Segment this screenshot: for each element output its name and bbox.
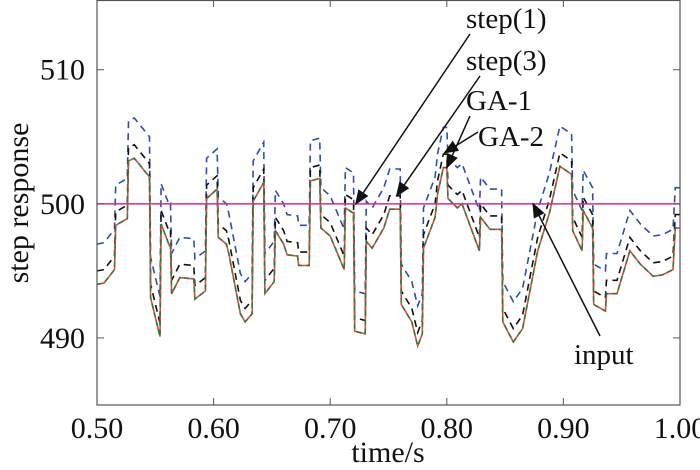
annotation-ga2: GA-2 xyxy=(478,121,544,153)
annotation-step3: step(3) xyxy=(466,45,547,77)
annotation-arrow xyxy=(446,115,471,170)
series-layer xyxy=(96,117,680,349)
x-tick-label: 0.50 xyxy=(71,412,124,445)
ticks-layer: 0.50 0.60 0.70 0.80 0.90 1.00 490 500 510 xyxy=(40,0,700,445)
x-tick-label: 0.70 xyxy=(304,412,357,445)
series-ga-2-line xyxy=(96,157,680,349)
annotation-arrow xyxy=(443,131,479,154)
x-tick-label: 0.80 xyxy=(421,412,474,445)
plot-frame xyxy=(96,0,681,406)
annotation-arrow xyxy=(532,202,601,337)
annotation-arrow xyxy=(395,75,481,198)
x-tick-label: 0.90 xyxy=(537,412,590,445)
y-tick-label: 510 xyxy=(40,54,85,87)
y-axis-label: step response xyxy=(2,123,35,284)
x-axis-label: time/s xyxy=(351,436,424,469)
annotation-step1: step(1) xyxy=(466,3,547,35)
annotation-ga1: GA-1 xyxy=(466,85,532,117)
y-tick-label: 500 xyxy=(40,188,85,221)
annotation-arrow xyxy=(355,33,471,206)
x-tick-label: 0.60 xyxy=(187,412,240,445)
annotation-layer: step(1) step(3) GA-1 GA-2 input xyxy=(355,3,634,371)
annotation-input: input xyxy=(574,339,634,371)
x-tick-label: 1.00 xyxy=(654,412,700,445)
y-tick-label: 490 xyxy=(40,322,85,355)
